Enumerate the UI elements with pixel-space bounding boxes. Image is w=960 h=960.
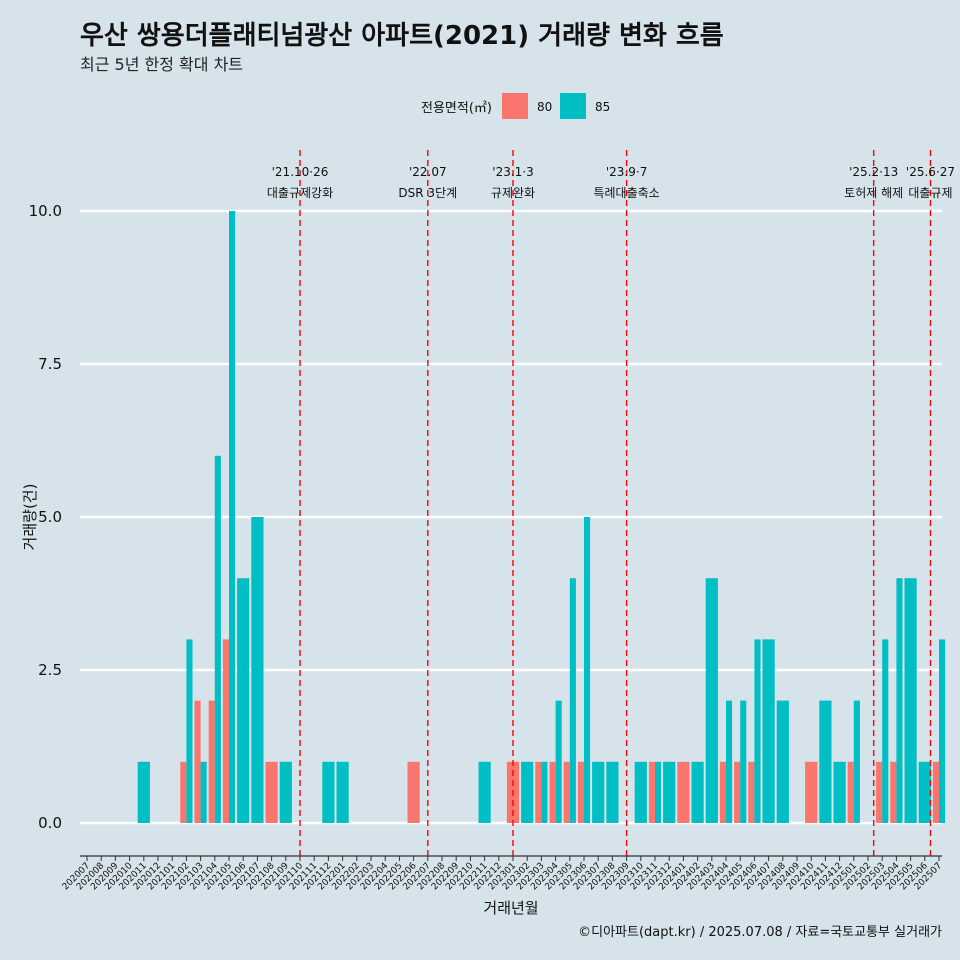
event-date: '23.1·3 <box>492 165 533 179</box>
bar-80 <box>265 761 278 823</box>
bar-80 <box>805 761 818 823</box>
bar-85 <box>521 761 534 823</box>
bar-85 <box>819 700 832 823</box>
bar-85 <box>663 761 676 823</box>
bar-85 <box>569 578 576 823</box>
chart-subtitle: 최근 5년 한정 확대 차트 <box>80 55 243 74</box>
bar-80 <box>577 761 584 823</box>
gridlines: 0.0 2.5 5.0 7.5 10.0 <box>29 202 942 832</box>
bar-80 <box>563 761 570 823</box>
event-label: 토허제 해제 <box>844 186 903 200</box>
bar-85 <box>853 700 860 823</box>
bar-85 <box>762 639 775 823</box>
y-axis-title: 거래량(건) <box>21 484 39 551</box>
y-tick-label: 5.0 <box>38 508 62 526</box>
event-label: 대출규제강화 <box>267 186 333 200</box>
event-lines: '21.10·26 대출규제강화 '22.07 DSR 3단계 '23.1·3 규제완화 '… <box>267 150 955 856</box>
event-date: '25.6·27 <box>906 165 955 179</box>
bar-85 <box>896 578 903 823</box>
source-caption: ©디아파트(dapt.kr) / 2025.07.08 / 자료=국토교통부 실… <box>578 925 942 940</box>
event-label: 대출규제 <box>908 186 952 200</box>
bar-80 <box>222 639 229 823</box>
bar-80 <box>876 761 883 823</box>
event-date: '25.2·13 <box>849 165 898 179</box>
bar-85 <box>606 761 619 823</box>
bar-85 <box>655 761 662 823</box>
bar-85 <box>754 639 761 823</box>
y-tick-label: 10.0 <box>29 202 62 220</box>
bar-85 <box>882 639 889 823</box>
bar-85 <box>555 700 562 823</box>
legend-label-85: 85 <box>595 100 610 114</box>
bar-80 <box>407 761 420 823</box>
bars <box>137 211 946 823</box>
legend-title: 전용면적(㎡) <box>421 101 492 116</box>
chart-title: 우산 쌍용더플래티넘광산 아파트(2021) 거래량 변화 흐름 <box>80 21 724 51</box>
bar-85 <box>833 761 846 823</box>
bar-80 <box>890 761 897 823</box>
event-date: '21.10·26 <box>272 165 329 179</box>
bar-85 <box>137 761 150 823</box>
axes: 2020072020082020092020102020112020122021… <box>61 855 944 892</box>
bar-80 <box>719 761 726 823</box>
y-tick-label: 7.5 <box>38 355 62 373</box>
bar-80 <box>194 700 201 823</box>
bar-80 <box>734 761 741 823</box>
bar-85 <box>336 761 349 823</box>
legend-label-80: 80 <box>537 100 552 114</box>
bar-85 <box>776 700 789 823</box>
bar-80 <box>932 761 939 823</box>
y-tick-label: 0.0 <box>38 814 62 832</box>
bar-80 <box>677 761 690 823</box>
bar-85 <box>478 761 491 823</box>
event-label: 규제완화 <box>491 186 535 200</box>
bar-85 <box>322 761 335 823</box>
bar-85 <box>237 578 250 823</box>
x-axis-title: 거래년월 <box>483 899 538 917</box>
bar-80 <box>648 761 655 823</box>
bar-80 <box>180 761 187 823</box>
bar-85 <box>726 700 733 823</box>
y-tick-label: 2.5 <box>38 661 62 679</box>
bar-85 <box>634 761 647 823</box>
bar-85 <box>251 517 264 823</box>
legend: 전용면적(㎡) 80 85 <box>421 93 610 119</box>
bar-85 <box>918 761 931 823</box>
bar-80 <box>208 700 215 823</box>
bar-85 <box>904 578 917 823</box>
event-label: DSR 3단계 <box>398 186 457 200</box>
bar-85 <box>214 455 221 823</box>
bar-85 <box>691 761 704 823</box>
bar-80 <box>847 761 854 823</box>
event-date: '22.07 <box>409 165 447 179</box>
bar-80 <box>748 761 755 823</box>
bar-85 <box>939 639 946 823</box>
legend-swatch-85 <box>560 93 586 119</box>
bar-85 <box>200 761 207 823</box>
event-label: 특례대출축소 <box>593 186 659 200</box>
bar-80 <box>535 761 542 823</box>
bar-85 <box>740 700 747 823</box>
event-date: '23.9·7 <box>606 165 647 179</box>
legend-swatch-80 <box>502 93 528 119</box>
bar-85 <box>705 578 718 823</box>
bar-85 <box>584 517 591 823</box>
bar-80 <box>549 761 556 823</box>
bar-85 <box>541 761 548 823</box>
bar-85 <box>229 211 236 823</box>
bar-85 <box>186 639 193 823</box>
bar-85 <box>592 761 605 823</box>
bar-85 <box>279 761 292 823</box>
